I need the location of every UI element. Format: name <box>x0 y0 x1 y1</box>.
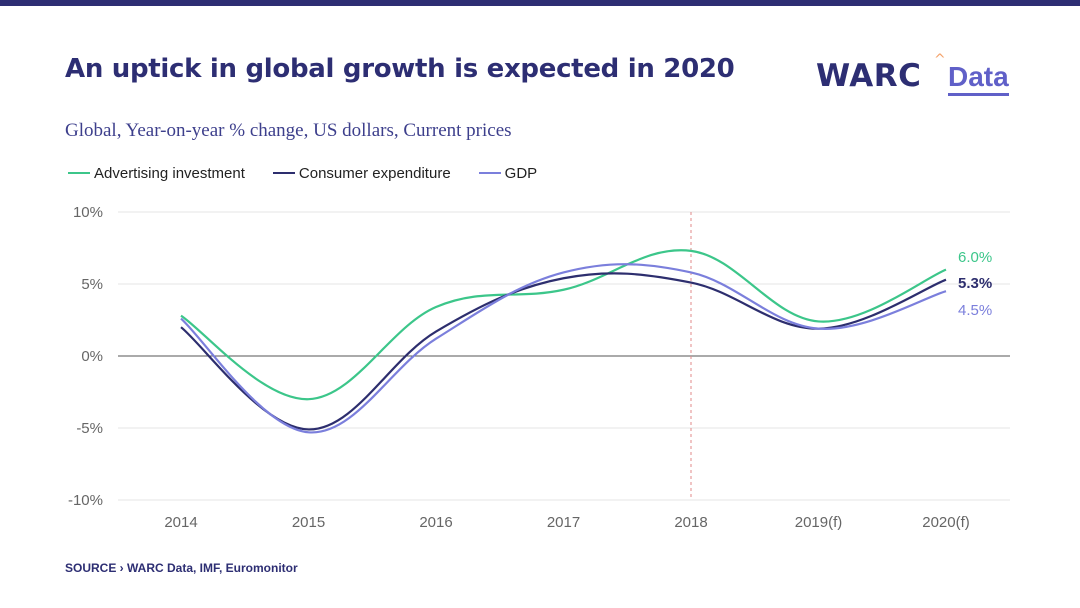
y-tick-label: 5% <box>81 276 103 293</box>
warc-data-logo: WARC ^ Data <box>816 52 1026 100</box>
legend-item-consumer: Consumer expenditure <box>272 164 451 182</box>
legend-swatch-advertising <box>68 172 90 174</box>
series-line-gdp <box>180 263 947 434</box>
top-accent-bar <box>0 0 1080 6</box>
series-line-advertising-investment <box>180 249 947 401</box>
page-title: An uptick in global growth is expected i… <box>65 54 735 84</box>
x-tick-label: 2018 <box>674 514 707 531</box>
end-label-gdp: 4.5% <box>958 302 992 319</box>
legend-item-advertising: Advertising investment <box>68 165 245 182</box>
end-label-consumer-expenditure: 5.3% <box>958 275 992 292</box>
logo-caret-icon: ^ <box>934 52 946 68</box>
y-tick-label: -10% <box>68 492 103 509</box>
x-tick-label: 2014 <box>164 514 197 531</box>
legend-swatch-gdp <box>478 172 501 174</box>
x-tick-label: 2019(f) <box>795 514 843 531</box>
legend-label-advertising: Advertising investment <box>94 164 245 182</box>
legend-label-gdp: GDP <box>504 164 538 182</box>
legend-label-consumer: Consumer expenditure <box>298 164 451 182</box>
logo-warc-text: WARC <box>816 58 922 94</box>
end-label-advertising-investment: 6.0% <box>958 249 992 266</box>
x-tick-label: 2020(f) <box>922 514 970 531</box>
x-tick-label: 2016 <box>419 514 452 531</box>
line-chart: 10% 5% 0% -5% -10% 2014 2015 2016 2017 2018 2019(f… <box>68 204 1010 531</box>
x-tick-label: 2015 <box>292 514 325 531</box>
y-tick-label: 10% <box>73 204 103 221</box>
source-note: SOURCE › WARC Data, IMF, Euromonitor <box>65 561 298 575</box>
legend-item-gdp: GDP <box>478 164 538 182</box>
x-tick-label: 2017 <box>547 514 580 531</box>
legend-swatch-consumer <box>272 172 295 174</box>
y-tick-label: -5% <box>76 420 103 437</box>
series-line-consumer-expenditure <box>180 272 947 431</box>
y-tick-label: 0% <box>81 348 103 365</box>
chart-subtitle: Global, Year-on-year % change, US dollar… <box>65 120 512 141</box>
chart-legend: Advertising investment Consumer expendit… <box>68 163 565 183</box>
logo-data-text: Data <box>948 61 1009 96</box>
